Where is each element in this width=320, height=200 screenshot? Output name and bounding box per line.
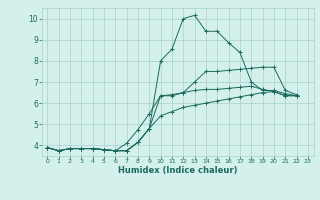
X-axis label: Humidex (Indice chaleur): Humidex (Indice chaleur) [118, 166, 237, 175]
